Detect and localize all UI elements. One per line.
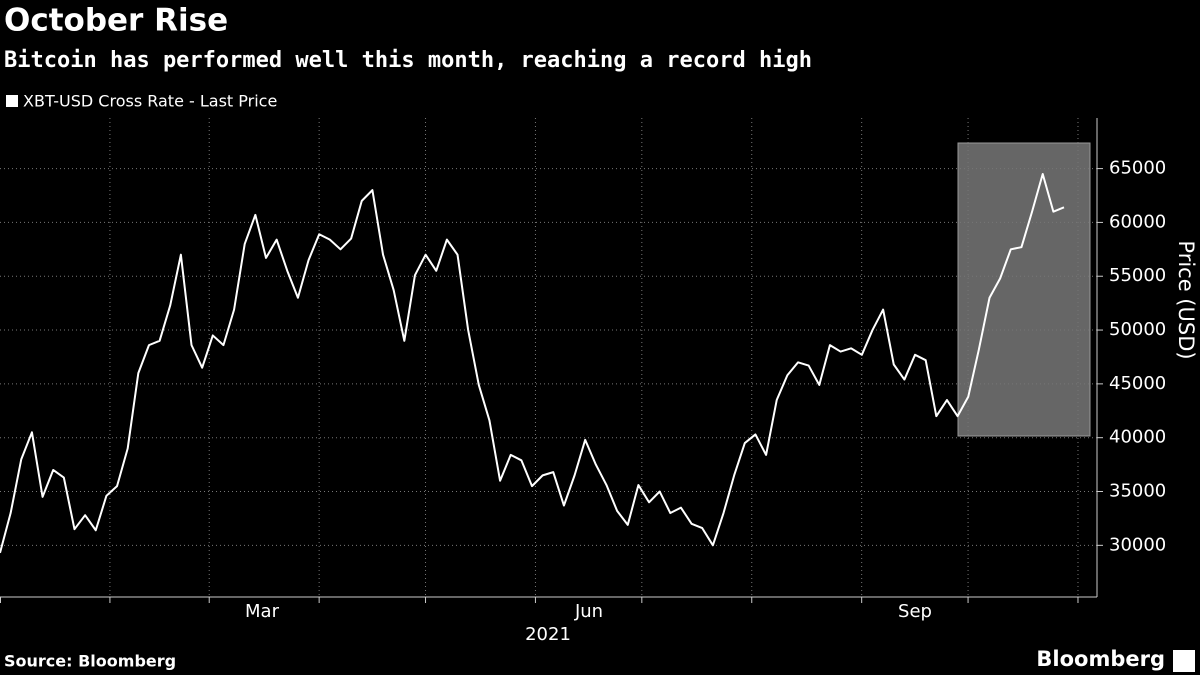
logo: Bloomberg	[1036, 647, 1165, 671]
y-axis-title: Price (USD)	[1174, 240, 1198, 359]
chart-title: October Rise	[4, 3, 228, 39]
y-tick-label: 50000	[1109, 319, 1166, 340]
y-tick-label: 30000	[1109, 534, 1166, 555]
logo-icon	[1173, 650, 1195, 672]
price-line	[0, 172, 1065, 554]
legend-label: XBT-USD Cross Rate - Last Price	[23, 92, 277, 111]
x-tick-label: Sep	[898, 601, 932, 622]
x-axis-year: 2021	[525, 624, 571, 645]
legend-swatch	[6, 95, 18, 107]
source: Source: Bloomberg	[4, 652, 176, 671]
y-tick-label: 40000	[1109, 427, 1166, 448]
highlight-box	[957, 142, 1091, 437]
y-tick-label: 45000	[1109, 373, 1166, 394]
y-tick-label: 35000	[1109, 481, 1166, 502]
x-tick-label: Mar	[245, 601, 280, 622]
y-tick-label: 60000	[1109, 211, 1166, 232]
chart-subtitle: Bitcoin has performed well this month, r…	[4, 48, 812, 73]
y-tick-label: 55000	[1109, 265, 1166, 286]
y-tick-label: 65000	[1109, 158, 1166, 179]
x-tick-label: Jun	[574, 601, 603, 622]
